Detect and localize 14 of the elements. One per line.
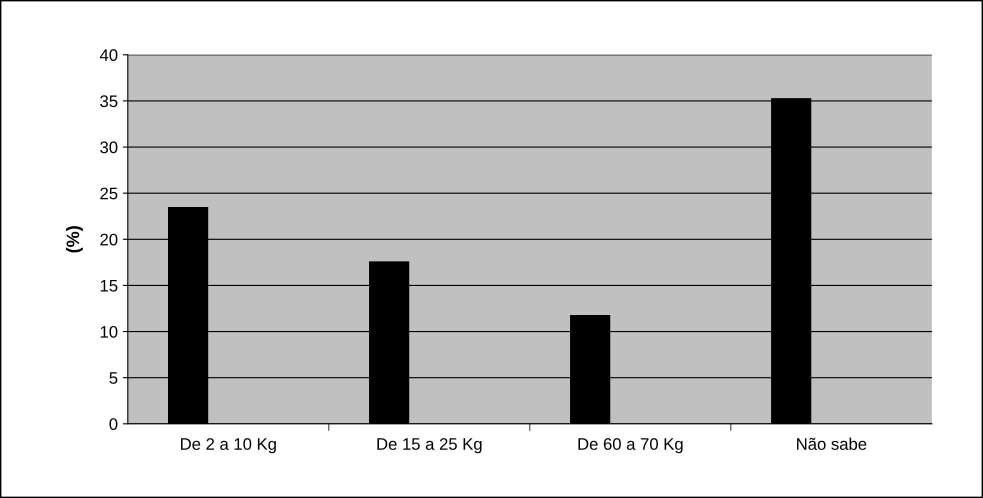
y-tick-label: 10 [100,326,118,338]
y-tick-label: 30 [100,141,118,154]
y-tick-label: 35 [100,95,118,108]
y-axis-title: (%) [66,226,83,252]
y-tick-label: 40 [100,49,118,61]
y-tick-label: 5 [109,372,118,384]
x-tick-label: De 2 a 10 Kg [181,438,276,454]
y-tick-label: 15 [100,280,118,292]
x-tick-label: Não sabe [797,438,866,450]
y-tick-label: 20 [100,234,118,246]
x-tick-label: De 60 a 70 Kg [578,438,683,454]
y-tick-label: 25 [100,188,118,200]
y-tick-label: 0 [109,418,118,430]
x-tick-label: De 15 a 25 Kg [377,438,482,454]
